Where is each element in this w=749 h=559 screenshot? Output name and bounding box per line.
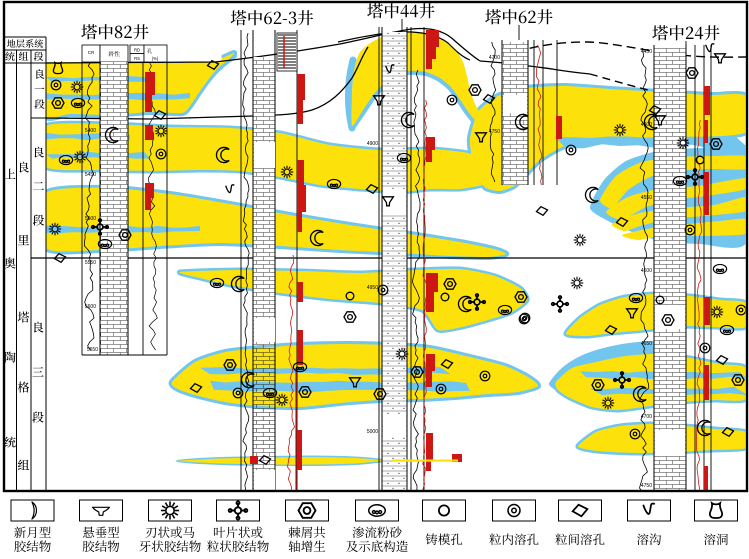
svg-text:5000: 5000 <box>367 429 378 435</box>
svg-text:4700: 4700 <box>641 414 652 420</box>
svg-text:RD: RD <box>134 48 140 53</box>
svg-text:4900: 4900 <box>367 141 378 147</box>
svg-text:4500: 4500 <box>641 122 652 128</box>
svg-text:5450: 5450 <box>85 172 96 178</box>
svg-text:RS: RS <box>134 56 140 61</box>
svg-text:5600: 5600 <box>85 304 96 310</box>
svg-text:(%): (%) <box>152 56 159 61</box>
svg-text:4650: 4650 <box>641 341 652 347</box>
svg-text:5650: 5650 <box>87 347 98 353</box>
svg-text:CR: CR <box>88 50 95 55</box>
svg-text:4700: 4700 <box>489 55 500 61</box>
svg-text:5500: 5500 <box>85 216 96 222</box>
svg-text:4600: 4600 <box>641 268 652 274</box>
svg-text:5400: 5400 <box>85 128 96 134</box>
svg-text:4950: 4950 <box>367 285 378 291</box>
svg-text:4750: 4750 <box>489 129 500 135</box>
svg-text:4550: 4550 <box>641 195 652 201</box>
svg-text:5550: 5550 <box>85 260 96 266</box>
svg-text:4450: 4450 <box>641 49 652 55</box>
svg-text:4750: 4750 <box>641 483 652 489</box>
